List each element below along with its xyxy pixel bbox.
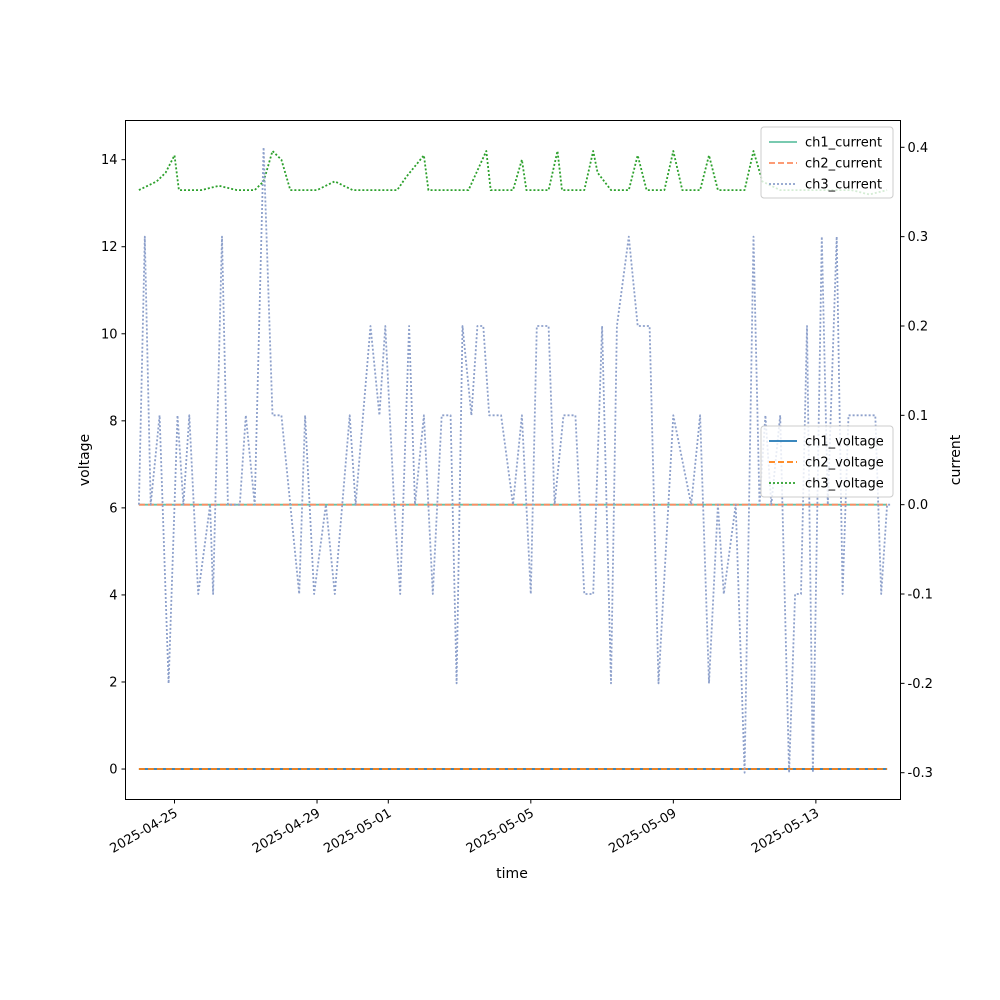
left-y-axis-label: voltage (77, 434, 93, 486)
left-y-tick-label: 10 (101, 327, 118, 342)
legend-current: ch1_current ch2_current ch3_current (760, 126, 894, 199)
right-axis: -0.3 -0.2 -0.1 0.0 0.1 0.2 0.3 0.4 (900, 141, 933, 781)
right-y-tick-label: 0.3 (908, 230, 929, 245)
right-y-axis-label: current (948, 434, 964, 485)
left-y-tick-label: 14 (101, 153, 118, 168)
x-tick-label: 2025-05-13 (749, 806, 822, 857)
left-axis: 0 2 4 6 8 10 12 14 (101, 153, 126, 778)
x-tick-label: 2025-04-25 (108, 806, 181, 857)
x-tick-label: 2025-05-05 (464, 806, 537, 857)
x-tick-label: 2025-04-29 (250, 806, 323, 857)
series-line-ch3_current (138, 146, 891, 774)
right-y-tick-label: -0.3 (908, 766, 933, 781)
plot-frame (125, 120, 901, 800)
legend-voltage: ch1_voltage ch2_voltage ch3_voltage (760, 425, 894, 498)
right-y-tick-label: 0.4 (908, 141, 929, 156)
left-y-tick-label: 2 (109, 675, 117, 690)
legend-box (760, 425, 894, 498)
right-y-tick-label: -0.1 (908, 588, 933, 603)
left-y-tick-label: 6 (109, 501, 117, 516)
left-y-tick-label: 12 (101, 240, 118, 255)
legend-label-ch3_voltage: ch3_voltage (805, 477, 884, 492)
left-y-tick-label: 0 (109, 763, 117, 778)
legend-label-ch1_voltage: ch1_voltage (805, 435, 884, 450)
right-y-tick-label: 0.1 (908, 409, 929, 424)
legend-label-ch2_voltage: ch2_voltage (805, 456, 884, 471)
left-y-tick-label: 8 (109, 414, 117, 429)
legend-box (760, 126, 894, 199)
legend-label-ch3_current: ch3_current (805, 178, 882, 193)
right-y-tick-label: 0.2 (908, 319, 929, 334)
x-axis-label: time (496, 866, 528, 882)
series-layer (138, 146, 891, 774)
right-y-tick-label: -0.2 (908, 677, 933, 692)
x-tick-label: 2025-05-09 (606, 806, 679, 857)
right-y-tick-label: 0.0 (908, 498, 929, 513)
legend-label-ch1_current: ch1_current (805, 136, 882, 151)
left-y-tick-label: 4 (109, 588, 117, 603)
x-tick-label: 2025-05-01 (321, 806, 394, 857)
legend-label-ch2_current: ch2_current (805, 157, 882, 172)
